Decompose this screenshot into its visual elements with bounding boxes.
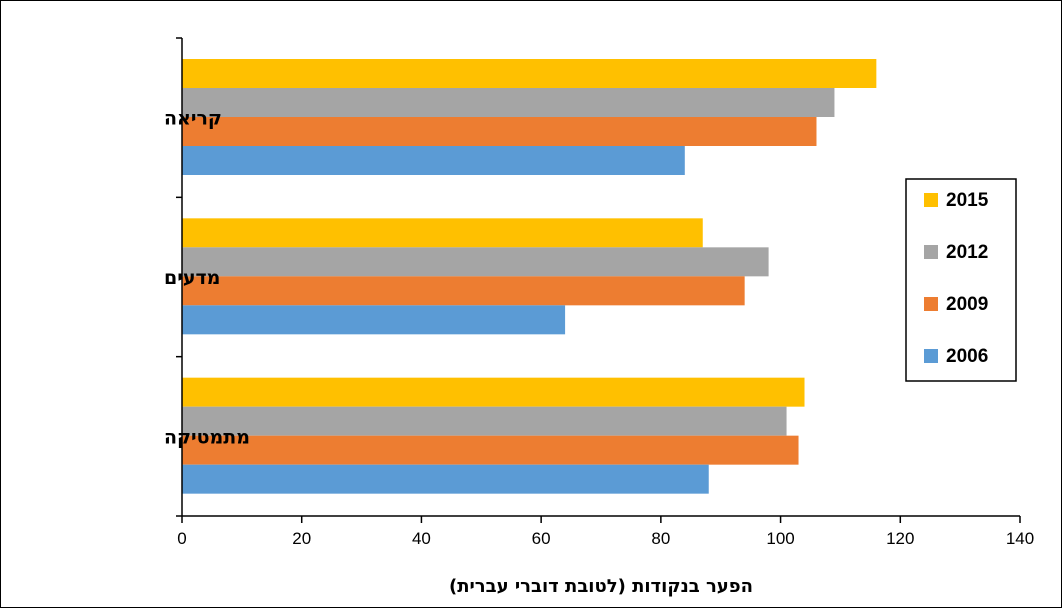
x-tick-label-3: 60 bbox=[532, 529, 551, 548]
x-tick-label-7: 140 bbox=[1006, 529, 1034, 548]
x-tick-label-2: 40 bbox=[412, 529, 431, 548]
legend-label-2009: 2009 bbox=[946, 294, 988, 315]
category-label-0: קריאה bbox=[164, 108, 222, 130]
bar-2006-2 bbox=[182, 464, 709, 494]
legend-swatch-2009 bbox=[924, 297, 938, 311]
bar-2006-0 bbox=[182, 146, 685, 175]
x-tick-label-4: 80 bbox=[651, 529, 670, 548]
bar-2006-1 bbox=[182, 305, 566, 335]
x-tick-label-0: 0 bbox=[177, 529, 186, 548]
legend-label-2012: 2012 bbox=[946, 242, 988, 263]
legend-frame bbox=[905, 178, 1017, 382]
bar-2015-0 bbox=[182, 59, 877, 88]
bar-2015-2 bbox=[182, 377, 805, 407]
bar-2015-1 bbox=[182, 218, 703, 248]
category-label-2: מתמטיקה bbox=[164, 426, 250, 448]
bar-2012-1 bbox=[182, 247, 769, 277]
x-tick-label-5: 100 bbox=[766, 529, 794, 548]
plot-area: 0 20 40 60 80 100 120 140 קריאה מדעים מתמטיקה bbox=[164, 37, 1034, 548]
legend-swatch-2006 bbox=[924, 349, 938, 363]
bar-2012-0 bbox=[182, 88, 835, 117]
legend: 2015 2012 2009 2006 bbox=[905, 178, 1017, 382]
bar-2012-2 bbox=[182, 406, 787, 436]
legend-label-2006: 2006 bbox=[946, 346, 988, 367]
x-axis-title: הפער בנקודות (לטובת דוברי עברית) bbox=[449, 576, 753, 597]
category-label-1: מדעים bbox=[164, 267, 220, 289]
legend-swatch-2015 bbox=[924, 193, 938, 207]
x-tick-label-6: 120 bbox=[886, 529, 914, 548]
x-tick-label-1: 20 bbox=[292, 529, 311, 548]
legend-swatch-2012 bbox=[924, 245, 938, 259]
bar-2009-2 bbox=[182, 435, 799, 465]
legend-label-2015: 2015 bbox=[946, 190, 989, 211]
bar-2009-0 bbox=[182, 117, 817, 146]
bar-2009-1 bbox=[182, 276, 745, 306]
